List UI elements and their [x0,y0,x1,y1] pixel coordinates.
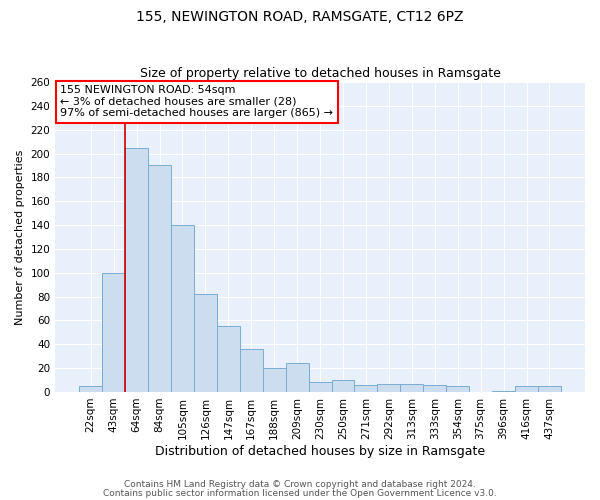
Bar [102,273,125,392]
Bar [423,385,446,392]
Text: Contains public sector information licensed under the Open Government Licence v3: Contains public sector information licen… [103,488,497,498]
Text: 155 NEWINGTON ROAD: 54sqm
← 3% of detached houses are smaller (28)
97% of semi-d: 155 NEWINGTON ROAD: 54sqm ← 3% of detach… [61,85,334,118]
Bar [263,368,286,392]
X-axis label: Distribution of detached houses by size in Ramsgate: Distribution of detached houses by size … [155,444,485,458]
Bar [355,385,377,392]
Bar [240,349,263,392]
Bar [79,386,102,392]
Bar [377,384,400,392]
Bar [538,386,561,392]
Bar [171,225,194,392]
Bar [308,382,332,392]
Bar [217,326,240,392]
Text: Contains HM Land Registry data © Crown copyright and database right 2024.: Contains HM Land Registry data © Crown c… [124,480,476,489]
Bar [492,391,515,392]
Title: Size of property relative to detached houses in Ramsgate: Size of property relative to detached ho… [140,66,500,80]
Bar [446,386,469,392]
Text: 155, NEWINGTON ROAD, RAMSGATE, CT12 6PZ: 155, NEWINGTON ROAD, RAMSGATE, CT12 6PZ [136,10,464,24]
Bar [286,364,308,392]
Bar [194,294,217,392]
Bar [125,148,148,392]
Bar [515,386,538,392]
Y-axis label: Number of detached properties: Number of detached properties [15,150,25,324]
Bar [332,380,355,392]
Bar [400,384,423,392]
Bar [148,166,171,392]
